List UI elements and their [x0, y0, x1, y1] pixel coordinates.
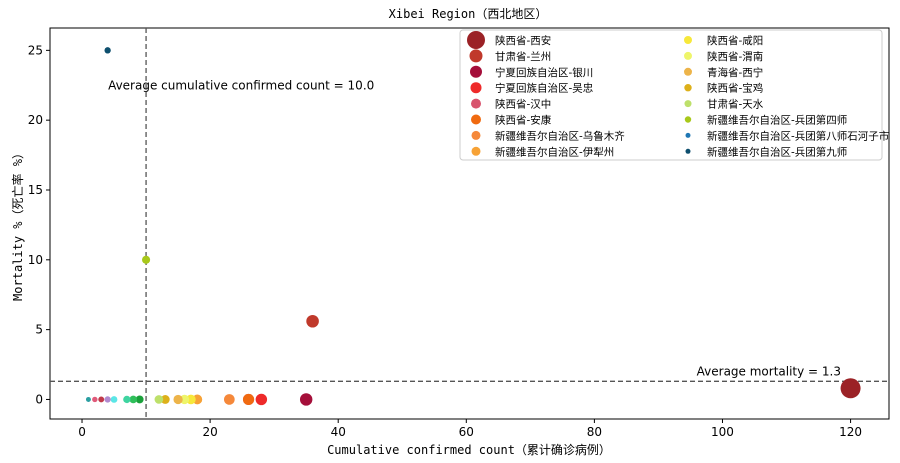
data-point	[306, 314, 319, 328]
x-tick-label: 60	[459, 425, 474, 439]
legend-box	[459, 29, 883, 161]
legend-marker	[684, 84, 692, 92]
data-point	[154, 395, 164, 404]
legend-marker	[471, 130, 481, 140]
data-point	[129, 395, 138, 404]
reference-lines: Average cumulative confirmed count = 10.…	[50, 28, 889, 419]
x-tick-label: 0	[78, 425, 86, 439]
data-point	[142, 255, 151, 264]
data-point	[299, 393, 313, 406]
legend-label: 陕西省-咸阳	[707, 34, 763, 47]
legend-marker	[685, 132, 691, 138]
data-point	[123, 395, 131, 404]
legend-label: 宁夏回族自治区-吴忠	[495, 82, 593, 95]
legend-marker	[470, 82, 482, 94]
legend-marker	[684, 67, 692, 76]
data-point	[179, 394, 190, 405]
legend-label: 新疆维吾尔自治区-伊犁州	[495, 145, 614, 158]
x-tick-label: 80	[587, 425, 602, 439]
legend-marker	[470, 65, 482, 78]
x-tick-label: 120	[839, 425, 862, 439]
legend-marker	[471, 146, 481, 156]
y-tick-label: 10	[28, 253, 43, 267]
legend-label: 宁夏回族自治区-银川	[495, 66, 593, 79]
x-tick-label: 100	[711, 425, 734, 439]
data-points	[86, 47, 861, 406]
legend-label: 新疆维吾尔自治区-兵团第四师	[707, 114, 847, 127]
legend-label: 陕西省-渭南	[707, 50, 763, 63]
data-point	[104, 47, 111, 54]
data-point	[840, 378, 861, 399]
x-tick-label: 20	[202, 425, 217, 439]
data-point	[92, 396, 98, 403]
legend-label: 新疆维吾尔自治区-兵团第九师	[707, 145, 847, 158]
legend-marker	[684, 116, 692, 123]
y-axis-label: Mortality %（死亡率 %）	[10, 147, 25, 301]
x-axis: 0 20 40 60 80 100 120	[78, 419, 862, 439]
legend-label: 新疆维吾尔自治区-乌鲁木齐	[495, 129, 625, 142]
legend-marker	[684, 100, 692, 108]
legend-label: 青海省-西宁	[707, 66, 763, 79]
data-point	[110, 396, 118, 403]
legend-marker	[471, 114, 481, 125]
x-tick-label: 40	[331, 425, 346, 439]
chart-title: Xibei Region（西北地区）	[389, 7, 548, 21]
legend-marker	[684, 51, 692, 60]
y-tick-label: 0	[35, 392, 43, 406]
legend-label: 陕西省-宝鸡	[707, 82, 763, 95]
horizontal-mean-label: Average mortality = 1.3	[697, 364, 841, 378]
data-point	[135, 395, 144, 404]
data-point	[223, 394, 235, 405]
data-point	[255, 393, 268, 406]
y-tick-label: 20	[28, 113, 43, 127]
y-tick-label: 25	[28, 43, 43, 57]
y-axis: 0 5 10 15 20 25	[28, 43, 50, 406]
legend-label: 陕西省-汉中	[495, 98, 551, 111]
x-axis-label: Cumulative confirmed count（累计确诊病例）	[327, 442, 611, 457]
legend-marker	[469, 49, 483, 63]
data-point	[86, 397, 91, 402]
data-point	[104, 396, 111, 403]
plot-area	[49, 27, 890, 420]
data-point	[160, 395, 170, 404]
legend-label: 甘肃省-兰州	[495, 50, 551, 63]
legend-marker	[467, 31, 485, 49]
legend-marker	[684, 36, 692, 44]
legend-label: 新疆维吾尔自治区-兵团第八师石河子市	[707, 129, 889, 142]
legend-label: 甘肃省-天水	[707, 98, 764, 111]
y-tick-label: 15	[28, 183, 43, 197]
data-point	[98, 396, 105, 403]
legend: 陕西省-西安甘肃省-兰州宁夏回族自治区-银川宁夏回族自治区-吴忠陕西省-汉中陕西…	[459, 29, 889, 161]
data-point	[173, 394, 183, 405]
legend-label: 陕西省-安康	[495, 114, 552, 127]
y-tick-label: 5	[35, 323, 43, 337]
legend-marker	[685, 148, 691, 154]
legend-marker	[471, 98, 481, 109]
vertical-mean-label: Average cumulative confirmed count = 10.…	[108, 78, 374, 92]
data-point	[242, 393, 255, 406]
legend-label: 陕西省-西安	[495, 34, 551, 47]
plot-frame	[49, 27, 890, 420]
